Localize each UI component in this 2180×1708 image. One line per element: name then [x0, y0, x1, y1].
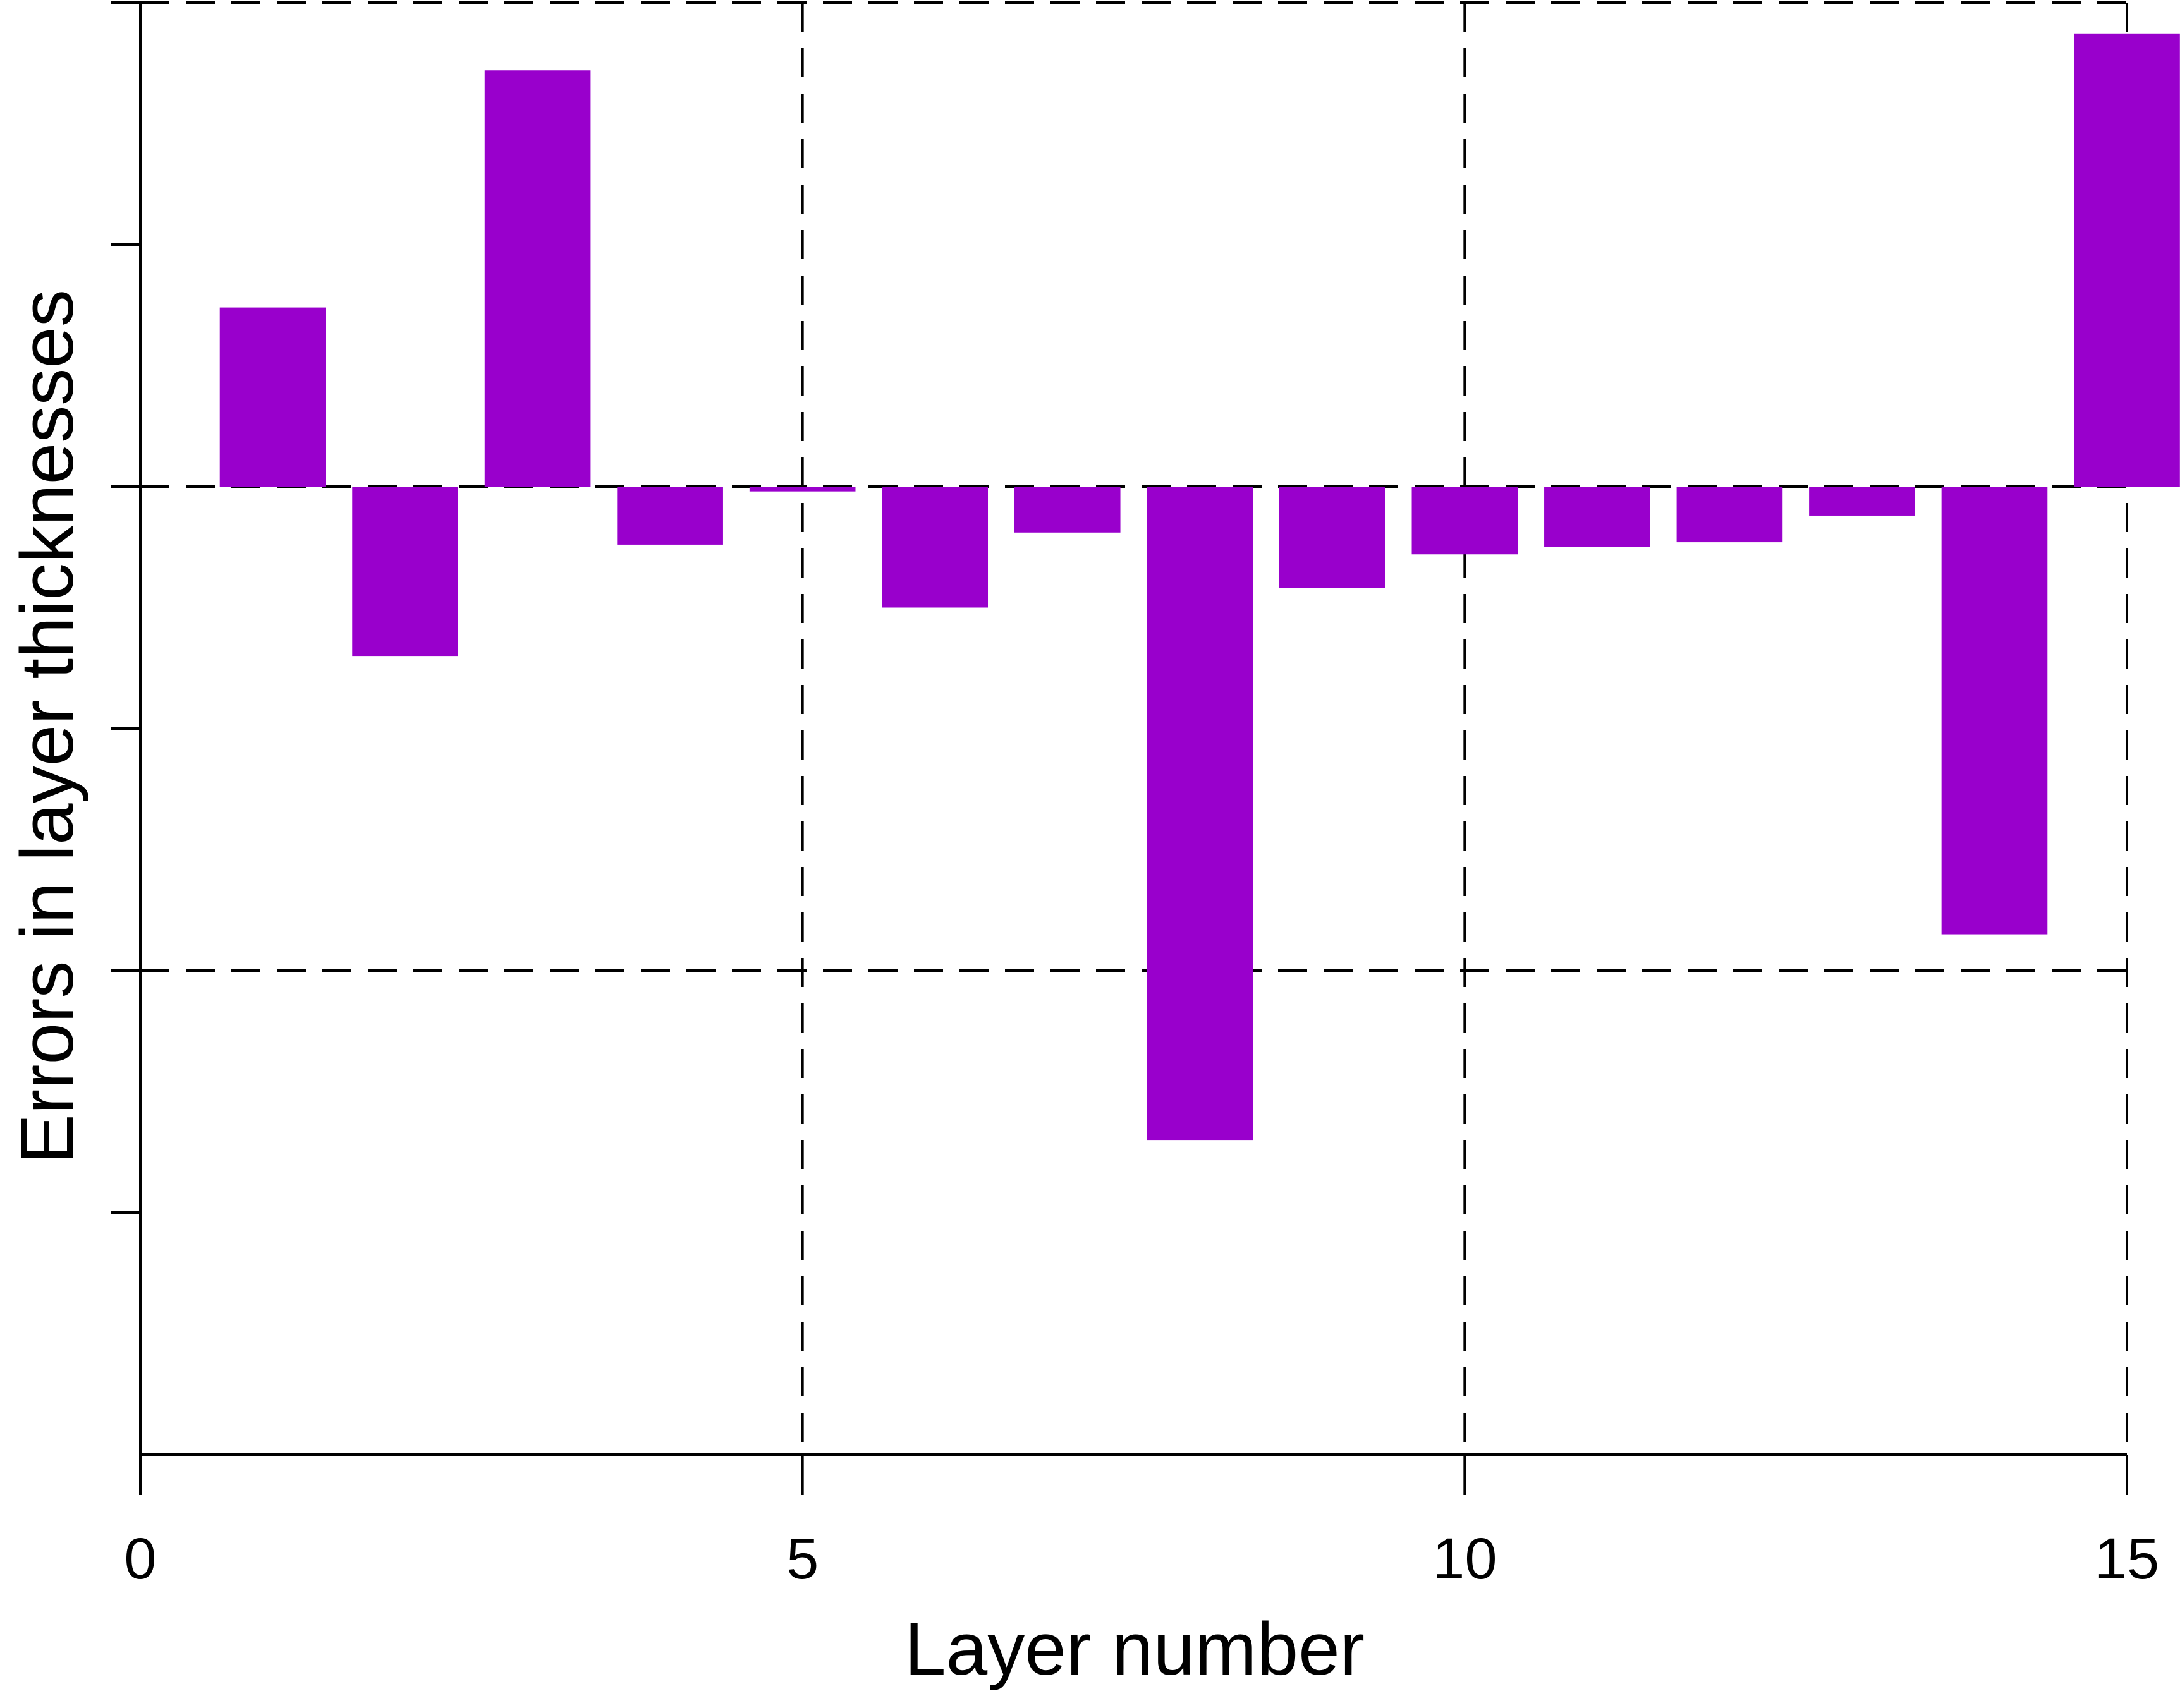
x-tick-label: 15: [2095, 1527, 2159, 1591]
bar: [749, 487, 856, 492]
bar: [219, 307, 326, 487]
x-tick-labels: 0 5 10 15: [124, 1527, 2159, 1591]
y-axis-title: Errors in layer thicknesses: [6, 289, 89, 1164]
bars: [219, 33, 2180, 1141]
x-tick-label: 5: [786, 1527, 819, 1591]
axes: [111, 1, 2128, 1495]
bar: [352, 487, 458, 657]
bar: [1544, 487, 1650, 547]
bar: [1279, 487, 1385, 588]
grid-lines: [140, 1, 2128, 1456]
bar: [882, 487, 989, 608]
x-axis-title: Layer number: [904, 1608, 1365, 1691]
x-tick-label: 0: [124, 1527, 156, 1591]
bar: [1676, 487, 1783, 543]
bar: [1014, 487, 1121, 533]
bar: [617, 487, 723, 545]
bar: [484, 70, 591, 487]
bar: [1941, 487, 2048, 935]
bar: [1147, 487, 1253, 1141]
bar: [1411, 487, 1518, 555]
x-tick-label: 10: [1432, 1527, 1497, 1591]
bar: [2074, 33, 2180, 487]
bar: [1809, 487, 1915, 516]
